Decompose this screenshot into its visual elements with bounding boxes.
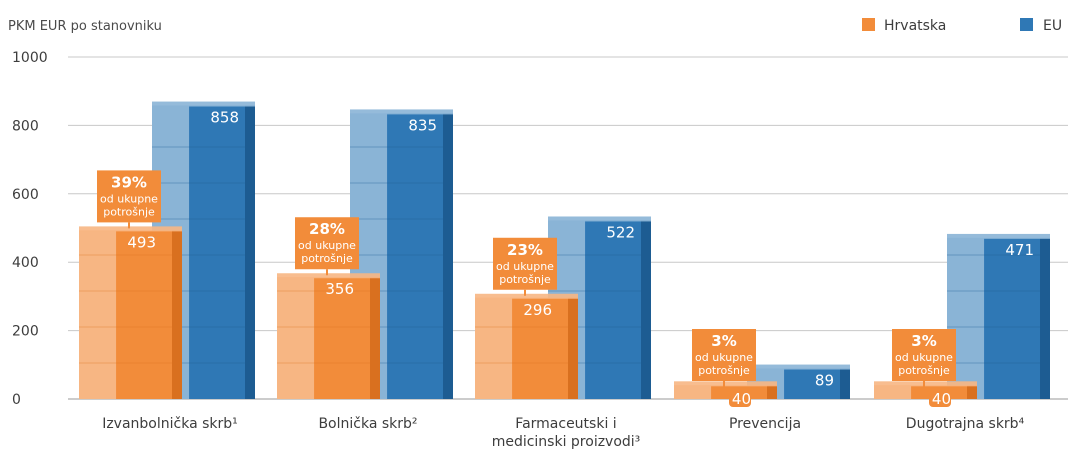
bar-hrvatska-3-top <box>674 381 777 387</box>
bar-eu-2-right-edge <box>641 220 651 399</box>
legend: Hrvatska EU <box>862 18 1062 34</box>
x-category-label-3-0: Prevencija <box>729 416 801 432</box>
share-callout-percent-4: 3% <box>911 332 936 350</box>
share-callout-percent-3: 3% <box>711 332 736 350</box>
value-label-eu-3: 89 <box>815 372 834 390</box>
bar-eu-0-top <box>152 101 255 107</box>
share-callout-line1-0: od ukupne <box>100 192 158 205</box>
value-label-hrvatska-3: 40 <box>732 390 751 408</box>
share-callout-box-2 <box>493 237 557 290</box>
share-callout-line1-3: od ukupne <box>695 351 753 364</box>
value-label-hrvatska-4: 40 <box>932 390 951 408</box>
value-label-eu-4: 471 <box>1005 241 1034 259</box>
x-category-label-2-1: medicinski proizvodi³ <box>492 434 641 450</box>
bar-eu-4-right-edge <box>1040 237 1050 399</box>
value-label-eu-1: 835 <box>408 116 437 134</box>
bar-hrvatska-0-left-face <box>79 230 117 399</box>
share-callout-line1-2: od ukupne <box>496 260 554 273</box>
legend-swatch-eu <box>1020 18 1033 31</box>
bar-hrvatska-0 <box>79 226 182 399</box>
bar-hrvatska-4-right-edge <box>967 385 977 399</box>
y-tick-label-0: 0 <box>12 392 21 408</box>
bar-eu-2-top <box>548 216 651 222</box>
value-label-hrvatska-1: 356 <box>325 280 354 298</box>
bar-hrvatska-4-top <box>874 381 977 387</box>
share-callout-percent-0: 39% <box>111 173 147 191</box>
value-label-eu-0: 858 <box>210 109 239 127</box>
y-tick-label-200: 200 <box>12 324 39 340</box>
share-callout-line2-0: potrošnje <box>103 205 155 218</box>
share-callout-line2-3: potrošnje <box>698 364 750 377</box>
y-tick-label-600: 600 <box>12 187 39 203</box>
x-category-label-0-0: Izvanbolnička skrb¹ <box>102 416 238 432</box>
bar-hrvatska-2-right-edge <box>568 297 578 399</box>
bar-hrvatska-0-top <box>79 226 182 232</box>
bar-hrvatska-4-left-face <box>874 385 912 399</box>
share-callout-box-4 <box>892 329 956 381</box>
share-callout-line1-4: od ukupne <box>895 351 953 364</box>
share-callout-box-0 <box>97 170 161 223</box>
share-callout-line2-1: potrošnje <box>301 252 353 265</box>
bar-eu-4-top <box>947 233 1050 239</box>
share-callout-line2-4: potrošnje <box>898 364 950 377</box>
bar-hrvatska-1-right-edge <box>370 277 380 399</box>
y-tick-label-800: 800 <box>12 118 39 134</box>
y-axis-label: PKM EUR po stanovniku <box>8 19 162 34</box>
legend-label-eu: EU <box>1043 18 1062 34</box>
legend-label-hrvatska: Hrvatska <box>884 18 946 34</box>
bar-hrvatska-3-left-face <box>674 385 712 399</box>
bar-eu-1-top <box>350 109 453 115</box>
share-callout-box-3 <box>692 329 756 381</box>
share-callout-percent-1: 28% <box>309 220 345 238</box>
bar-hrvatska-3-right-edge <box>767 385 777 399</box>
value-label-hrvatska-2: 296 <box>523 301 552 319</box>
bar-eu-0-right-edge <box>245 105 255 400</box>
bar-hrvatska-3 <box>674 381 777 399</box>
share-callout-line2-2: potrošnje <box>499 273 551 286</box>
bar-eu-4 <box>947 233 1050 399</box>
y-tick-label-400: 400 <box>12 255 39 271</box>
value-label-eu-2: 522 <box>606 223 635 241</box>
y-tick-label-1000: 1000 <box>12 50 48 66</box>
x-category-label-1-0: Bolnička skrb² <box>318 416 417 432</box>
value-badge-hrvatska-3 <box>729 389 751 407</box>
x-category-label-2-0: Farmaceutski i <box>515 416 616 432</box>
value-label-hrvatska-0: 493 <box>127 233 156 251</box>
bar-hrvatska-1 <box>277 273 380 399</box>
bar-eu-3-top <box>747 364 850 370</box>
bar-eu-3-right-edge <box>840 368 850 399</box>
share-callout-line1-1: od ukupne <box>298 239 356 252</box>
bar-hrvatska-1-left-face <box>277 277 315 399</box>
bar-hrvatska-1-top <box>277 273 380 279</box>
bar-hrvatska-2-left-face <box>475 297 513 399</box>
x-category-label-4-0: Dugotrajna skrb⁴ <box>906 416 1025 432</box>
share-callout-box-1 <box>295 217 359 270</box>
bar-hrvatska-2-top <box>475 293 578 299</box>
bar-hrvatska-4 <box>874 381 977 399</box>
bar-eu-1-right-edge <box>443 113 453 400</box>
share-callout-percent-2: 23% <box>507 241 543 259</box>
value-badge-hrvatska-4 <box>929 389 951 407</box>
legend-swatch-hrvatska <box>862 18 875 31</box>
bar-hrvatska-0-right-edge <box>172 230 182 399</box>
bar-hrvatska-2 <box>475 293 578 399</box>
